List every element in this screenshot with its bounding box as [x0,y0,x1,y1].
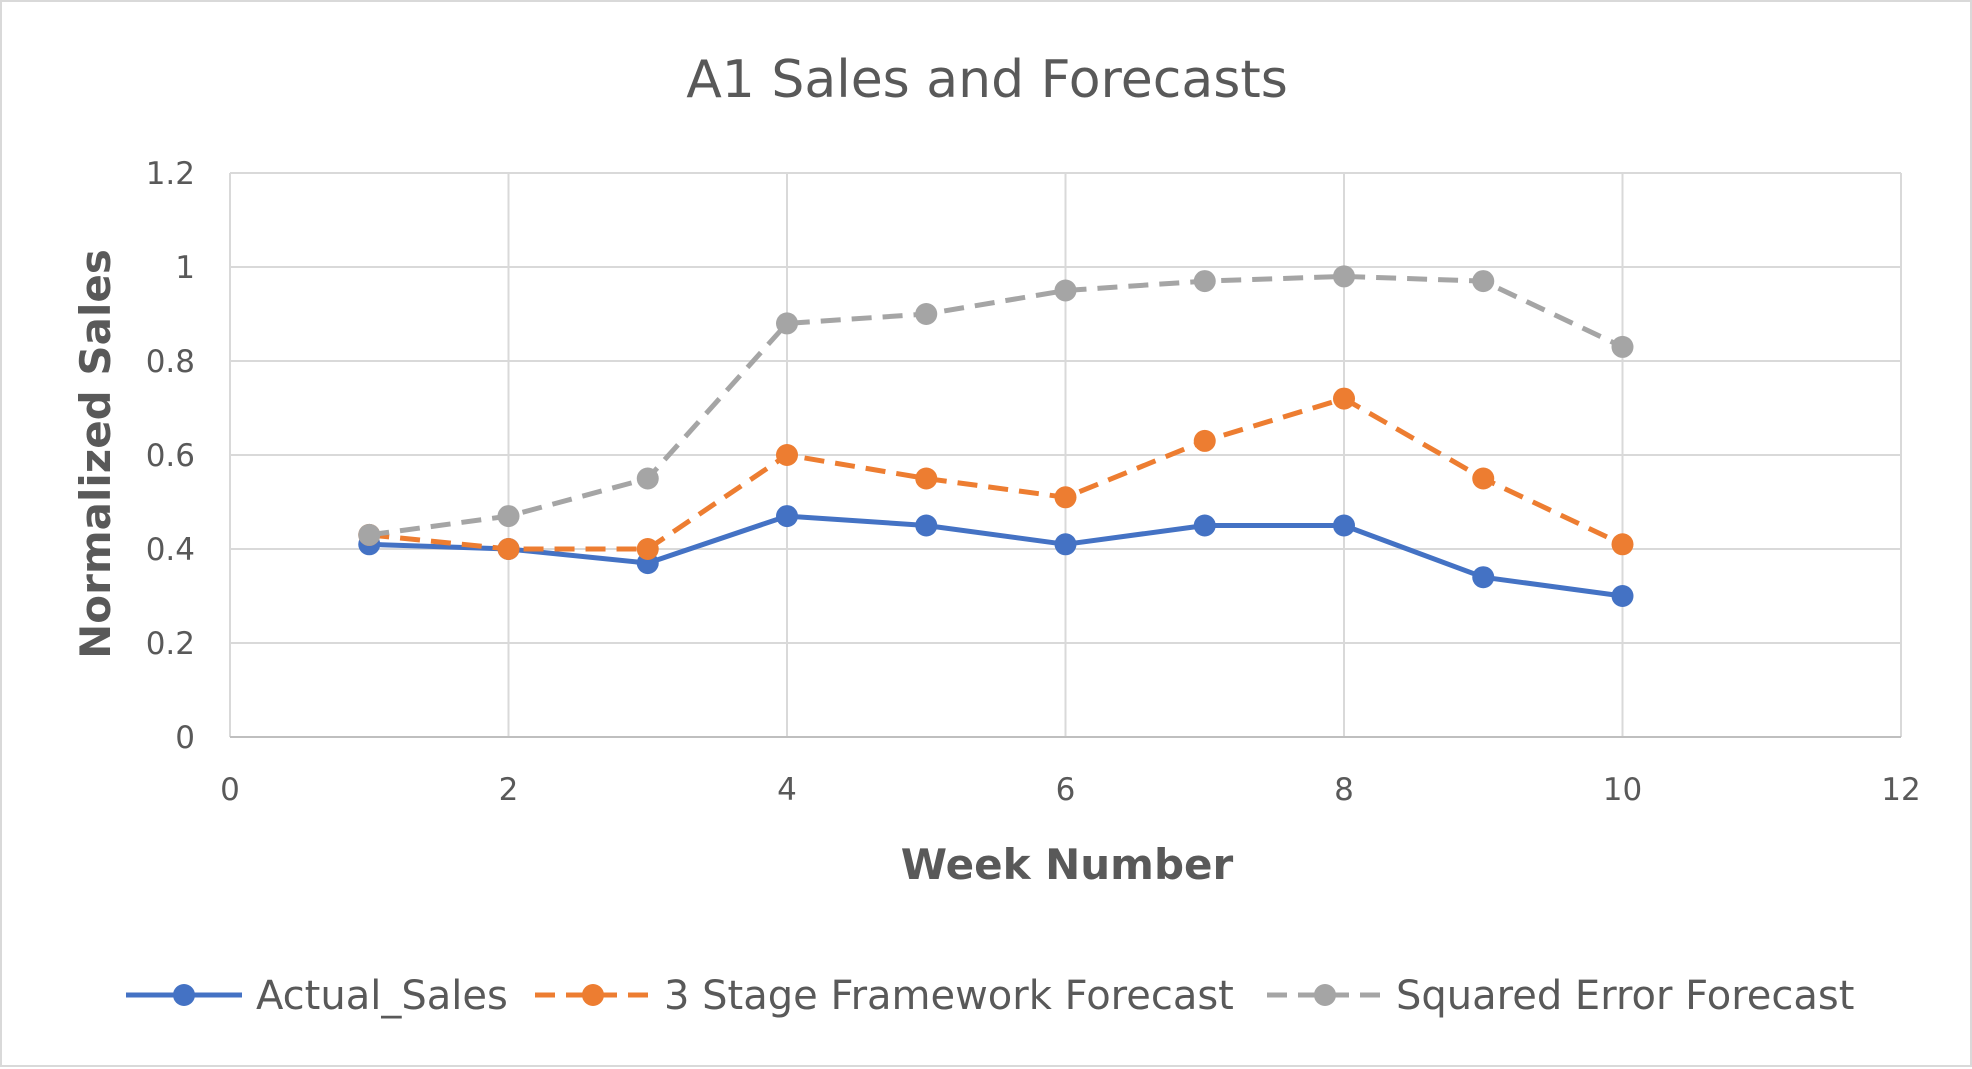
legend-label: Squared Error Forecast [1396,973,1854,1019]
series-2 [358,387,1634,560]
data-point [1193,270,1216,293]
y-tick-label: 1.2 [146,156,195,192]
data-point [776,312,798,335]
legend-swatch-marker [1314,984,1336,1006]
x-tick-label: 2 [499,772,519,808]
y-tick-label: 0.4 [146,532,195,568]
series-line [368,396,1624,552]
legend: Actual_Sales 3 Stage Framework Forecast Sq… [126,973,1854,1019]
legend-item-2: 3 Stage Framework Forecast [535,973,1234,1019]
axes: 0 0.2 0.4 0.6 0.8 1 1.2 0 2 4 6 8 10 12 [146,156,1921,808]
data-point [1193,429,1216,452]
chart-title: A1 Sales and Forecasts [686,50,1288,110]
data-point [497,505,520,528]
data-point [1054,279,1077,302]
legend-swatch-marker [582,984,604,1006]
data-point [776,505,798,528]
data-point [1054,486,1077,509]
series-group [358,265,1634,607]
legend-swatch-marker [173,984,195,1006]
y-tick-label: 0.2 [146,626,195,662]
series-3 [358,265,1634,546]
data-point [915,303,938,325]
data-point [1333,387,1355,410]
x-tick-label: 8 [1334,772,1354,808]
x-tick-label: 10 [1603,772,1642,808]
legend-item-3: Squared Error Forecast [1267,973,1854,1019]
x-tick-label: 12 [1881,772,1920,808]
data-point [1611,533,1634,556]
legend-label: Actual_Sales [256,973,508,1019]
x-tick-label: 0 [220,772,240,808]
data-point [1472,566,1495,589]
y-tick-label: 1 [175,250,195,286]
data-point [915,514,938,537]
x-tick-label: 4 [777,772,797,808]
data-point [1193,514,1216,537]
data-point [1333,514,1355,537]
y-axis-title: Normalized Sales [71,249,120,659]
x-tick-label: 6 [1056,772,1076,808]
x-axis-title: Week Number [901,840,1234,889]
grid [229,172,1902,737]
data-point [636,467,659,490]
legend-item-1: Actual_Sales [126,973,508,1019]
data-point [915,467,938,490]
series-line [369,513,1623,599]
data-point [776,444,798,466]
series-line [368,273,1624,538]
data-point [1333,265,1355,288]
data-point [636,538,659,560]
data-point [1472,270,1495,293]
data-point [1472,467,1495,490]
legend-label: 3 Stage Framework Forecast [664,973,1234,1019]
data-point [1611,585,1634,607]
y-tick-label: 0.8 [146,344,195,380]
series-1 [358,505,1634,607]
data-point [358,523,381,546]
y-tick-label: 0 [175,720,195,756]
y-tick-label: 0.6 [146,438,195,474]
data-point [1054,533,1077,556]
data-point [497,538,520,560]
data-point [1611,335,1634,358]
